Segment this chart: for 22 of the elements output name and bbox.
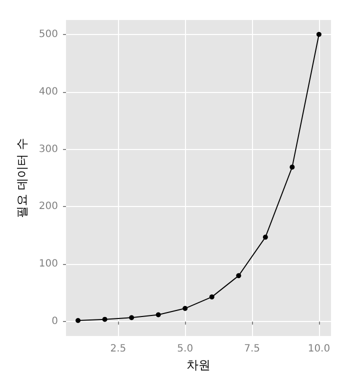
y-tick-label: 100: [38, 258, 58, 270]
x-axis-title: 차원: [186, 358, 210, 372]
y-tick-label: 500: [38, 28, 58, 40]
point: [236, 273, 242, 278]
y-tick-label: 0: [52, 316, 58, 328]
point: [316, 32, 322, 37]
x-tick-label: 7.5: [244, 344, 260, 354]
y-tick-label: 300: [38, 144, 58, 155]
y-tick-label: 200: [38, 201, 58, 212]
y-axis-title: 필요 데이터 수: [15, 138, 29, 218]
point: [129, 315, 134, 320]
x-tick-label: 5.0: [177, 344, 194, 354]
point: [102, 316, 108, 322]
x-tick-label: 2.5: [110, 344, 126, 354]
point: [262, 234, 268, 240]
point: [290, 164, 295, 170]
y-tick-label: 400: [38, 86, 58, 98]
x-tick-label: 10.0: [308, 344, 330, 354]
point: [209, 294, 214, 300]
point: [182, 306, 188, 311]
point: [156, 312, 161, 318]
point: [76, 318, 81, 323]
